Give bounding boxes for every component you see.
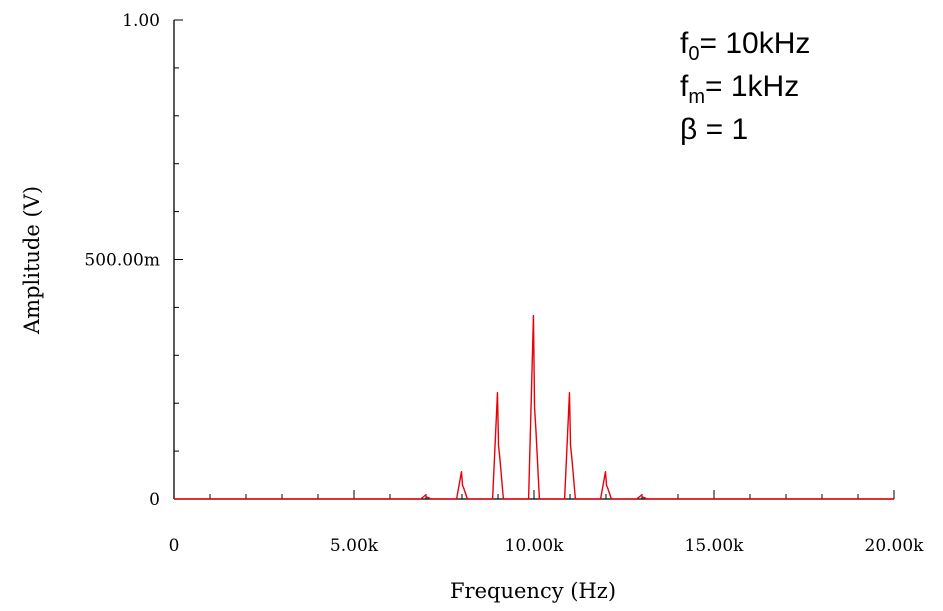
x-tick-label: 0 — [169, 536, 180, 556]
x-tick-labels: 0 5.00k 10.00k 15.00k 20.00k — [169, 536, 925, 556]
x-tick-label: 20.00k — [865, 536, 925, 556]
annotation-symbol: f — [680, 27, 689, 60]
y-tick-label: 1.00 — [122, 11, 160, 31]
annotation-line: β = 1 — [680, 113, 748, 146]
annotation-value: = 1 — [697, 113, 748, 146]
annotation-subscript: m — [688, 86, 705, 108]
annotation-line: f0= 10kHz — [680, 27, 810, 65]
x-tick-label: 5.00k — [330, 536, 379, 556]
spectrum-line — [174, 314, 894, 500]
x-axis-label: Frequency (Hz) — [450, 579, 616, 603]
annotation-value: = 1kHz — [705, 70, 799, 103]
annotation-line: fm= 1kHz — [680, 70, 799, 108]
x-tick-label: 15.00k — [685, 536, 745, 556]
annotation-symbol: β — [680, 113, 697, 146]
series-spectrum — [174, 314, 894, 500]
annotation-symbol: f — [680, 70, 689, 103]
y-tick-labels: 0 500.00m 1.00 — [84, 11, 160, 510]
annotation-subscript: 0 — [688, 43, 699, 65]
y-tick-label: 500.00m — [84, 251, 160, 271]
y-tick-label: 0 — [149, 490, 160, 510]
y-axis-label: Amplitude (V) — [20, 186, 44, 335]
annotation-value: = 10kHz — [699, 27, 810, 60]
x-tick-label: 10.00k — [505, 536, 565, 556]
